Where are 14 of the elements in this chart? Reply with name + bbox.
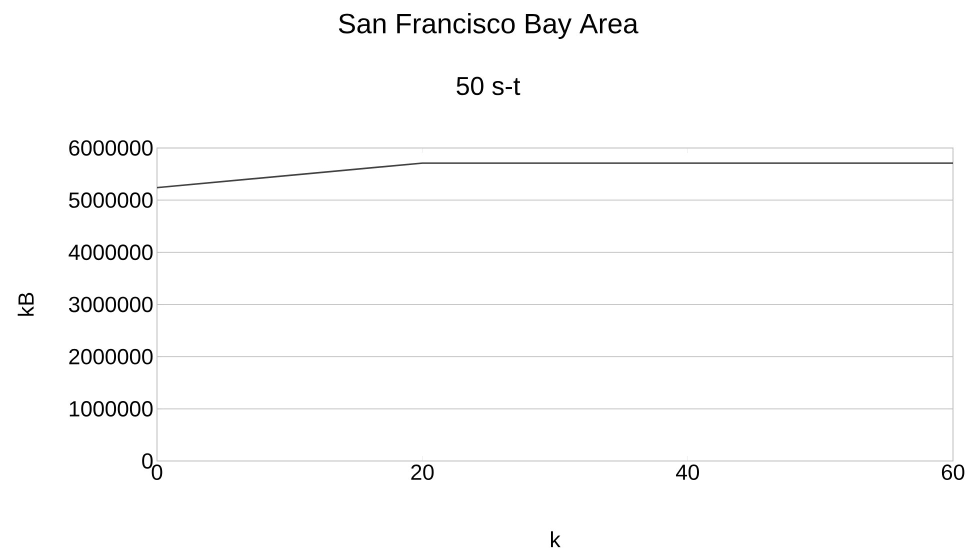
y-tick-label: 6000000: [69, 140, 153, 156]
x-axis-title: k: [551, 531, 561, 548]
y-tick-label: 2000000: [69, 348, 153, 364]
y-tick-label: 1000000: [70, 401, 153, 417]
x-tick-label: 20: [411, 464, 434, 480]
y-tick-label: 0: [142, 453, 153, 469]
x-tick-label: 60: [942, 464, 964, 480]
chart-title: San Francisco Bay Area: [338, 13, 638, 39]
y-tick-label: 3000000: [68, 296, 153, 312]
y-axis-title: kB: [18, 292, 34, 316]
y-tick-label: 4000000: [68, 244, 153, 260]
chart-subtitle: 50 s-t: [456, 76, 520, 96]
x-tick-label: 40: [676, 464, 699, 480]
y-tick-label: 5000000: [69, 192, 153, 208]
